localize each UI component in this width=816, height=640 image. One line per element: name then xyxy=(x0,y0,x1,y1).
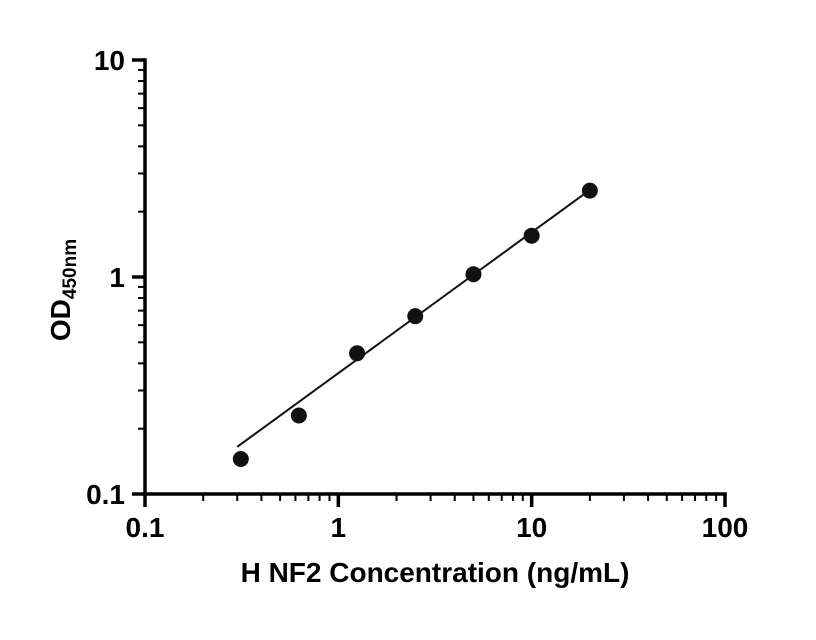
data-point xyxy=(581,182,598,199)
data-point xyxy=(290,407,307,424)
data-point xyxy=(232,450,249,467)
x-tick-label: 0.1 xyxy=(126,512,165,543)
y-tick-label: 10 xyxy=(94,45,125,76)
y-tick-label: 1 xyxy=(109,262,125,293)
x-tick-label: 10 xyxy=(516,512,547,543)
axes xyxy=(143,58,727,496)
x-tick-label: 1 xyxy=(331,512,347,543)
x-axis-title: H NF2 Concentration (ng/mL) xyxy=(241,557,630,588)
y-axis-title: OD450nm xyxy=(45,239,81,341)
y-axis-title-main: OD xyxy=(45,299,76,341)
data-point xyxy=(523,227,540,244)
major-ticks xyxy=(132,58,727,507)
x-tick-label: 100 xyxy=(702,512,749,543)
data-point xyxy=(465,266,482,283)
minor-ticks xyxy=(138,68,718,501)
y-tick-label: 0.1 xyxy=(86,479,125,510)
data-series xyxy=(232,182,598,467)
y-axis-title-subscript: 450nm xyxy=(60,239,81,299)
data-point xyxy=(407,308,424,325)
data-point xyxy=(349,345,366,362)
tick-labels: 0.1 1 10 100 0.1 1 10 xyxy=(86,45,748,543)
